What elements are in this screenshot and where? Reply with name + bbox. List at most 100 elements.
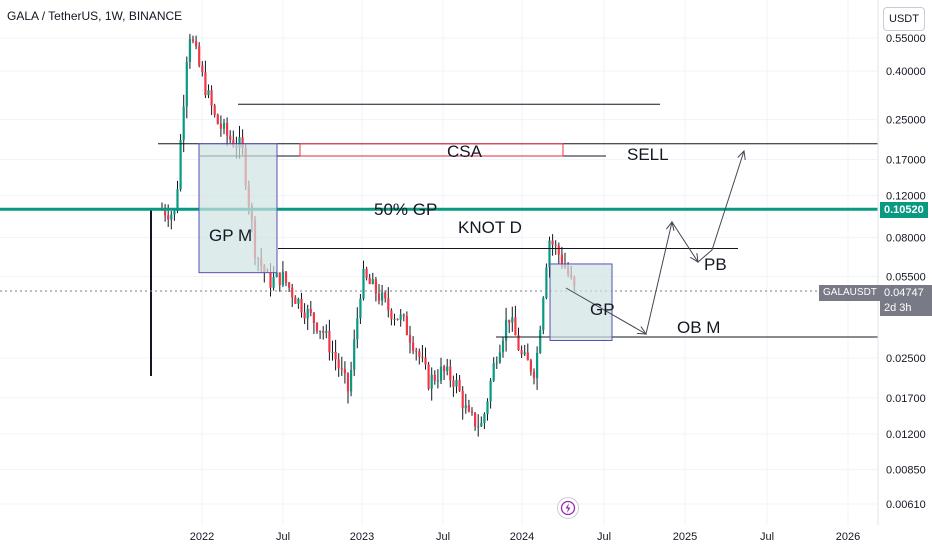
candle-body xyxy=(300,298,303,313)
csa-label: CSA xyxy=(447,142,482,161)
candle-body xyxy=(477,426,480,428)
pb-label: PB xyxy=(704,255,727,274)
projection-path xyxy=(565,150,745,335)
candle-body xyxy=(350,369,353,392)
sell-label: SELL xyxy=(627,145,669,164)
candle-body xyxy=(232,139,235,147)
candle-body xyxy=(418,351,421,357)
candle-body xyxy=(294,297,297,304)
price-tick-label: 0.17000 xyxy=(886,155,926,167)
candle-body xyxy=(272,277,275,288)
time-axis: 2022 Jul 2023 Jul 2024 Jul 2025 Jul 2026 xyxy=(190,531,860,543)
candle-body xyxy=(343,369,346,374)
candle-body xyxy=(470,411,474,413)
gp-m-label: GP M xyxy=(209,226,253,245)
candle-body xyxy=(312,312,315,323)
candle-body xyxy=(288,282,291,288)
candle-body xyxy=(415,350,418,352)
symbol-tag: GALAUSDT xyxy=(819,285,881,301)
candle-body xyxy=(356,318,359,340)
candle-body xyxy=(319,330,322,332)
candle-body xyxy=(179,140,182,190)
candle-body xyxy=(269,271,272,288)
candle-body xyxy=(548,240,551,268)
candle-body xyxy=(554,244,557,246)
arrow-pb-head xyxy=(690,253,699,263)
gp-label: GP xyxy=(590,300,615,319)
candle-body xyxy=(207,90,210,96)
candle-body xyxy=(278,272,281,286)
symbol-title[interactable]: GALA / TetherUS, 1W, BINANCE xyxy=(7,9,183,23)
arrow-gp-head xyxy=(636,326,647,335)
candle-body xyxy=(536,352,539,379)
candle-body xyxy=(297,298,300,304)
candle-body xyxy=(495,362,498,364)
gp-box xyxy=(549,263,613,341)
candle-body xyxy=(374,279,377,294)
candle-body xyxy=(430,374,433,389)
candle-body xyxy=(505,319,508,341)
candle-body xyxy=(557,245,560,255)
time-tick-label: 2026 xyxy=(836,531,860,543)
candle-body xyxy=(346,373,350,392)
candle-body xyxy=(201,65,204,73)
candle-body xyxy=(309,308,312,313)
candle-body xyxy=(455,379,458,387)
candle-body xyxy=(303,312,306,319)
candle-body xyxy=(433,374,436,381)
candle-body xyxy=(204,72,207,96)
candle-body xyxy=(483,414,486,424)
candle-body xyxy=(461,390,464,409)
time-tick-label: 2025 xyxy=(673,531,697,543)
price-tick-label: 0.01700 xyxy=(886,393,926,405)
candle-body xyxy=(173,211,176,215)
candle-body xyxy=(551,240,554,245)
time-tick-label: Jul xyxy=(760,531,774,543)
price-axis: 0.55000 0.40000 0.25000 0.17000 0.12000 0.080… xyxy=(877,0,926,525)
candle-body xyxy=(210,90,213,106)
gp-m-box xyxy=(198,143,278,274)
price-tick-label: 0.05500 xyxy=(886,271,926,283)
time-tick-label: 2023 xyxy=(350,531,374,543)
candle-body xyxy=(371,279,374,284)
candle-body xyxy=(402,314,405,317)
price-tick-label: 0.00850 xyxy=(886,465,926,477)
candle-body xyxy=(176,189,179,212)
candle-body xyxy=(405,316,408,335)
time-tick-label: Jul xyxy=(276,531,290,543)
candle-body xyxy=(474,412,477,427)
candle-body xyxy=(334,351,337,360)
lightning-icon[interactable] xyxy=(557,497,579,519)
currency-unit-button[interactable]: USDT xyxy=(883,7,925,31)
candle-body xyxy=(452,380,455,387)
candle-body xyxy=(182,106,185,141)
candle-body xyxy=(439,366,443,381)
candle-body xyxy=(427,364,430,389)
price-tick-label: 0.55000 xyxy=(886,33,926,45)
candle-body xyxy=(185,62,188,107)
candle-body xyxy=(511,317,514,323)
candle-body xyxy=(387,298,390,311)
candle-body xyxy=(291,287,294,298)
candle-body xyxy=(560,254,563,264)
arrow-sell-head xyxy=(737,149,746,160)
candle-body xyxy=(393,318,396,320)
candle-body xyxy=(381,292,384,301)
candle-body xyxy=(325,330,328,333)
candle-body xyxy=(390,310,393,320)
candle-body xyxy=(188,39,191,63)
candle-body xyxy=(532,371,536,379)
time-tick-label: 2022 xyxy=(190,531,214,543)
candle-body xyxy=(492,363,495,381)
time-tick-label: Jul xyxy=(597,531,611,543)
drawings xyxy=(0,103,878,341)
candle-body xyxy=(213,105,216,115)
candle-body xyxy=(284,271,288,283)
candle-body xyxy=(421,356,424,358)
candle-body xyxy=(281,271,284,286)
candle-body xyxy=(514,317,517,336)
candle-body xyxy=(195,41,198,47)
candle-body xyxy=(464,405,467,409)
candle-body xyxy=(377,293,381,301)
